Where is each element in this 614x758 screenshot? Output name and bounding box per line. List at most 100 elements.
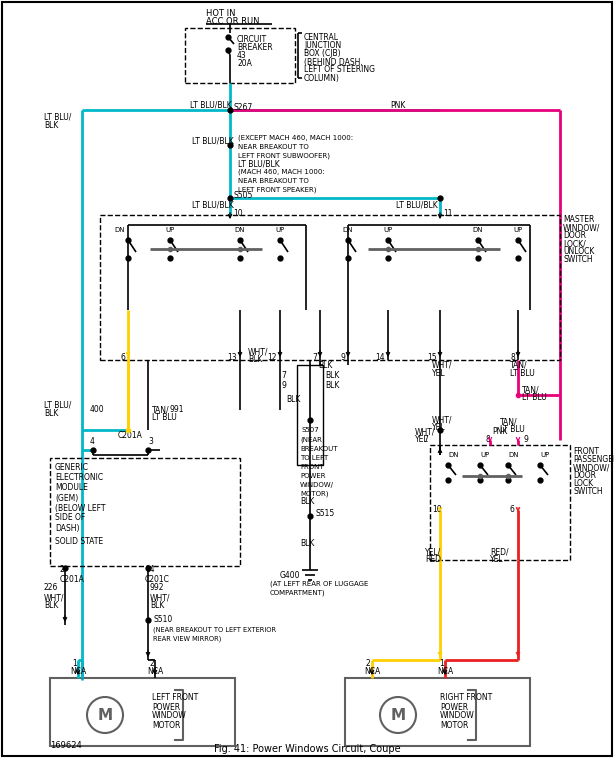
Text: WINDOW/: WINDOW/: [300, 482, 334, 488]
Text: NEAR BREAKOUT TO: NEAR BREAKOUT TO: [238, 144, 309, 150]
Text: 7: 7: [423, 434, 428, 443]
Text: ACC OR RUN: ACC OR RUN: [206, 17, 260, 26]
Text: LT BLU/BLK: LT BLU/BLK: [192, 201, 234, 209]
Text: DOOR: DOOR: [563, 231, 586, 240]
Text: TAN/: TAN/: [152, 406, 169, 415]
Bar: [185, 28, 295, 83]
Text: 9: 9: [340, 353, 345, 362]
Text: DN: DN: [115, 227, 125, 233]
Text: BLK: BLK: [248, 356, 262, 365]
Text: RED/: RED/: [490, 547, 508, 556]
Text: LT BLU: LT BLU: [500, 425, 525, 434]
Text: LEFT FRONT SUBWOOFER): LEFT FRONT SUBWOOFER): [238, 153, 330, 159]
Bar: [345, 678, 530, 746]
Text: 10: 10: [233, 208, 243, 218]
Text: 2: 2: [60, 565, 64, 575]
Text: 8: 8: [485, 434, 490, 443]
Text: 992: 992: [150, 584, 165, 593]
Text: WINDOW/: WINDOW/: [563, 224, 600, 233]
Text: LT BLU/BLK: LT BLU/BLK: [190, 101, 231, 109]
Text: LT BLU/: LT BLU/: [44, 112, 71, 121]
Text: BREAKER: BREAKER: [237, 43, 273, 52]
Text: 169624: 169624: [50, 741, 82, 750]
Text: MODULE: MODULE: [55, 484, 88, 493]
Text: WHT/: WHT/: [44, 594, 64, 603]
Text: 4: 4: [90, 437, 95, 446]
Text: 11: 11: [443, 208, 453, 218]
Bar: [50, 678, 235, 746]
Text: NCA: NCA: [437, 668, 453, 676]
Text: LEFT OF STEERING: LEFT OF STEERING: [304, 65, 375, 74]
Text: LT BLU/: LT BLU/: [44, 400, 71, 409]
Text: REAR VIEW MIRROR): REAR VIEW MIRROR): [153, 636, 222, 642]
Text: NCA: NCA: [70, 668, 86, 676]
Text: M: M: [391, 707, 406, 722]
Text: (NEAR: (NEAR: [300, 437, 322, 443]
Text: 226: 226: [44, 584, 58, 593]
Text: (MACH 460, MACH 1000:: (MACH 460, MACH 1000:: [238, 169, 325, 175]
Text: BREAKOUT: BREAKOUT: [300, 446, 338, 452]
Text: UP: UP: [275, 227, 285, 233]
Text: C201A: C201A: [118, 431, 143, 440]
Text: POWER: POWER: [300, 473, 325, 479]
Text: GENERIC: GENERIC: [55, 463, 89, 472]
Text: LT BLU: LT BLU: [522, 393, 546, 402]
Text: 3: 3: [148, 437, 153, 446]
Text: NCA: NCA: [147, 668, 163, 676]
Text: RIGHT FRONT: RIGHT FRONT: [440, 694, 492, 703]
Text: 9: 9: [523, 434, 528, 443]
Text: YEL/: YEL/: [425, 547, 441, 556]
Text: S505: S505: [233, 192, 252, 201]
Bar: [50, 458, 240, 566]
Text: DN: DN: [448, 452, 459, 458]
Text: LT BLU/BLK: LT BLU/BLK: [192, 136, 234, 146]
Text: UP: UP: [480, 452, 489, 458]
Text: (NEAR BREAKOUT TO LEFT EXTERIOR: (NEAR BREAKOUT TO LEFT EXTERIOR: [153, 627, 276, 633]
Text: BLK: BLK: [300, 538, 314, 547]
Text: HOT IN: HOT IN: [206, 10, 236, 18]
Text: YEL: YEL: [490, 556, 503, 565]
Text: PASSENGER: PASSENGER: [573, 456, 614, 465]
Text: NEAR BREAKOUT TO: NEAR BREAKOUT TO: [238, 178, 309, 184]
Text: TO LEFT: TO LEFT: [300, 455, 328, 461]
Text: LT BLU/BLK: LT BLU/BLK: [396, 201, 438, 209]
Text: LT BLU/BLK: LT BLU/BLK: [238, 159, 280, 168]
Text: 14: 14: [375, 353, 385, 362]
Text: WHT/: WHT/: [150, 594, 171, 603]
Text: 1: 1: [72, 659, 77, 668]
Text: (EXCEPT MACH 460, MACH 1000:: (EXCEPT MACH 460, MACH 1000:: [238, 135, 353, 141]
Text: YEL: YEL: [415, 436, 429, 444]
Text: CIRCUIT: CIRCUIT: [237, 36, 267, 45]
Text: 14: 14: [145, 565, 155, 575]
Text: S515: S515: [315, 509, 334, 518]
Text: C201A: C201A: [60, 575, 85, 584]
Text: 13: 13: [227, 353, 237, 362]
Text: WHT/: WHT/: [415, 428, 435, 437]
Text: MASTER: MASTER: [563, 215, 594, 224]
Text: C201C: C201C: [145, 575, 170, 584]
Text: (GEM): (GEM): [55, 493, 78, 503]
Text: MOTOR): MOTOR): [300, 490, 328, 497]
Text: FRONT: FRONT: [300, 464, 324, 470]
Text: S267: S267: [233, 102, 252, 111]
Text: DN: DN: [473, 227, 483, 233]
Text: FRONT: FRONT: [573, 447, 599, 456]
Text: YEL: YEL: [432, 424, 446, 433]
Text: YEL: YEL: [432, 368, 446, 377]
Text: (AT LEFT REAR OF LUGGAGE: (AT LEFT REAR OF LUGGAGE: [270, 581, 368, 587]
Text: SOLID STATE: SOLID STATE: [55, 537, 103, 547]
Text: 15: 15: [427, 353, 437, 362]
Text: BLK: BLK: [44, 121, 58, 130]
Text: BLK: BLK: [300, 497, 314, 506]
Text: SIDE OF: SIDE OF: [55, 513, 85, 522]
Text: TAN/: TAN/: [500, 418, 518, 427]
Text: 991: 991: [170, 406, 184, 415]
Text: S510: S510: [153, 615, 173, 625]
Text: MOTOR: MOTOR: [152, 721, 181, 729]
Text: BLK: BLK: [325, 371, 340, 380]
Text: SWITCH: SWITCH: [563, 255, 593, 265]
Text: 7: 7: [312, 353, 317, 362]
Text: POWER: POWER: [152, 703, 180, 712]
Text: UP: UP: [540, 452, 550, 458]
Text: DOOR: DOOR: [573, 471, 596, 481]
